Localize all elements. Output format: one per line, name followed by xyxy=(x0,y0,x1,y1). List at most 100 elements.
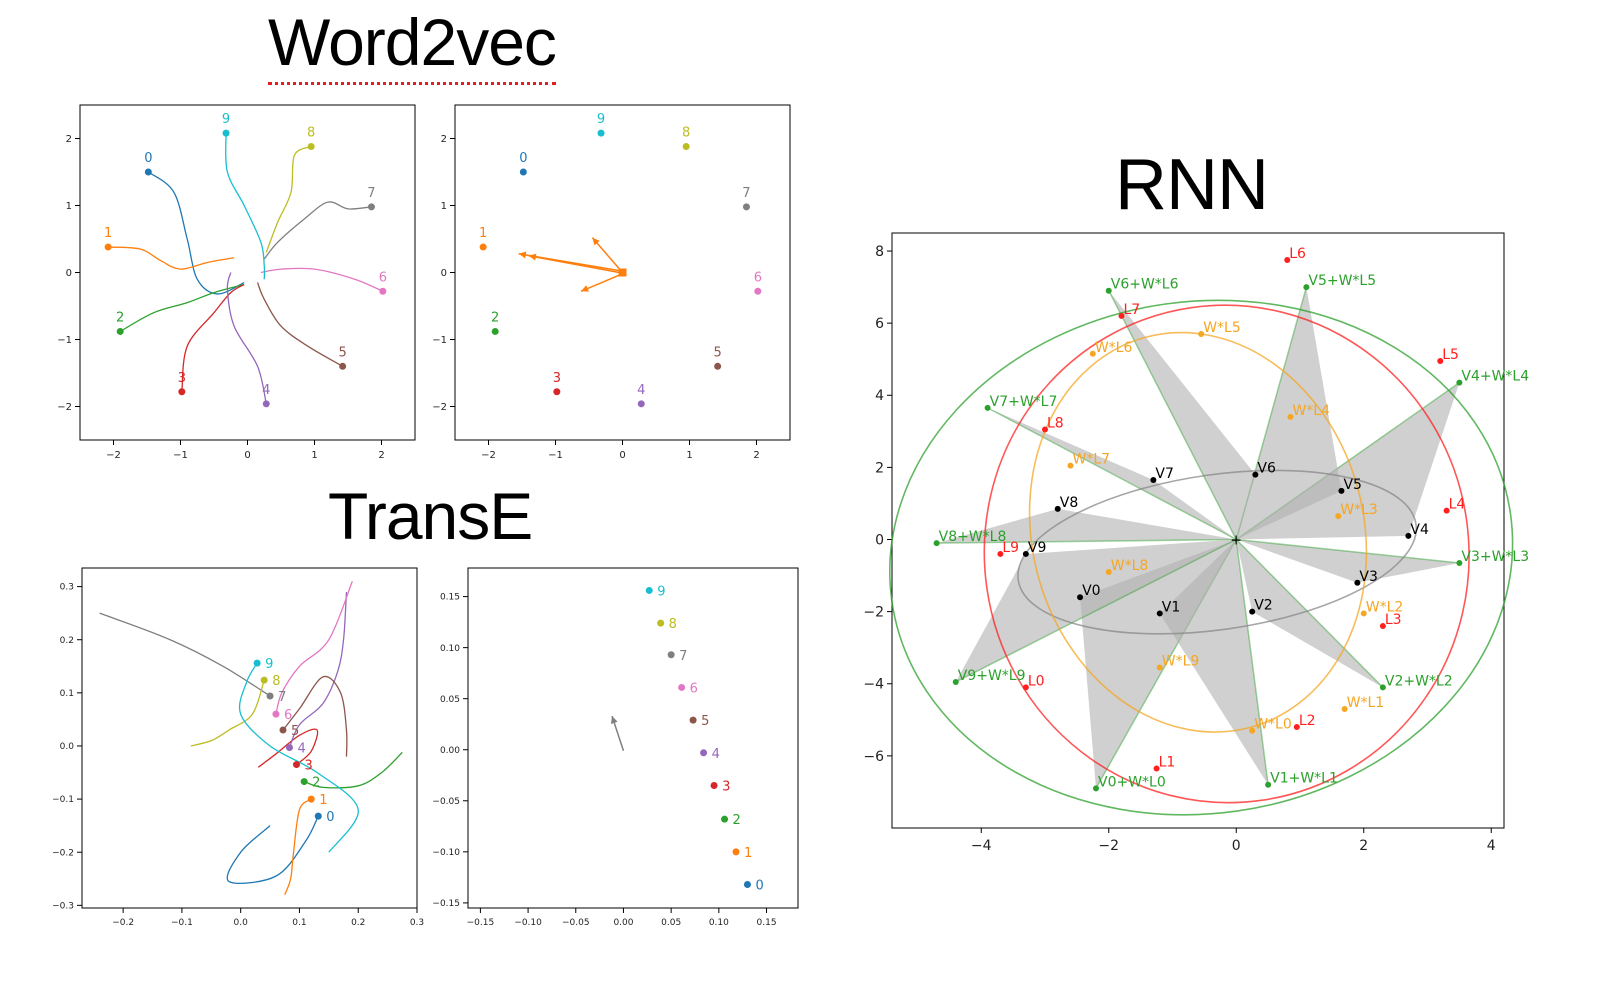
transe-arrows-chart: −0.15 −0.10 −0.05 0.00 0.05 0.10 0.15 −0.15 −0.1… xyxy=(432,567,799,928)
vwl-label-5: V5+W*L5 xyxy=(1308,273,1376,289)
point-label-7: 7 xyxy=(679,649,687,664)
point-0 xyxy=(743,881,751,889)
series-line-6 xyxy=(260,267,384,292)
vwl-point-4 xyxy=(1456,379,1463,386)
wl-label-8: W*L8 xyxy=(1111,558,1149,574)
arrow xyxy=(528,255,620,274)
vwl-label-9: V9+W*L9 xyxy=(958,668,1026,684)
plot-frame xyxy=(81,567,418,909)
y-tick-label: −0.05 xyxy=(432,797,460,807)
point-3 xyxy=(293,761,301,769)
wl-point-6 xyxy=(1089,350,1096,357)
word2vec-title: Word2vec xyxy=(268,2,557,85)
point-label-8: 8 xyxy=(272,674,280,689)
wl-point-3 xyxy=(1335,513,1342,520)
y-tick-label: 0.0 xyxy=(60,742,75,752)
v-point-8 xyxy=(1054,505,1061,512)
point-label-0: 0 xyxy=(755,879,763,894)
series-line-0 xyxy=(147,171,245,295)
point-label-7: 7 xyxy=(742,186,750,201)
point-label-9: 9 xyxy=(265,657,273,672)
l-point-9 xyxy=(997,550,1004,557)
point-5 xyxy=(279,726,287,734)
triangle-9 xyxy=(955,539,1237,682)
point-label-4: 4 xyxy=(637,383,645,398)
ellipse-black xyxy=(1017,469,1418,635)
ellipse-green xyxy=(889,299,1514,816)
v-point-9 xyxy=(1022,550,1029,557)
vwl-ray-9 xyxy=(955,538,1237,683)
triangle-6 xyxy=(1108,290,1256,540)
point-8 xyxy=(682,143,690,151)
vwl-point-9 xyxy=(952,678,959,685)
y-tick-label: 8 xyxy=(875,244,884,260)
point-label-1: 1 xyxy=(104,226,112,241)
series-line-6 xyxy=(275,581,353,715)
wl-label-5: W*L5 xyxy=(1203,320,1241,336)
l-point-1 xyxy=(1153,765,1160,772)
point-label-3: 3 xyxy=(553,371,561,386)
ellipse-red xyxy=(983,304,1470,804)
point-label-8: 8 xyxy=(682,126,690,141)
x-tick-label: 0.3 xyxy=(410,918,424,928)
word2vec-arrows-chart: −2 −1 0 1 2 −2 −1 0 1 2 0 1 2 3 4 5 6 7 8 9 xyxy=(432,104,791,461)
l-point-4 xyxy=(1443,507,1450,514)
vwl-point-7 xyxy=(984,404,991,411)
y-tick-label: −0.1 xyxy=(52,795,74,805)
x-tick-label: 0.2 xyxy=(351,918,365,928)
l-point-6 xyxy=(1284,257,1291,264)
point-label-3: 3 xyxy=(178,371,186,386)
x-tick-label: 2 xyxy=(1359,838,1368,854)
y-tick-label: −1 xyxy=(57,335,72,346)
point-8 xyxy=(260,676,268,684)
y-tick-label: −0.3 xyxy=(52,901,74,911)
vwl-ray-2 xyxy=(1235,538,1384,688)
y-tick-label: 0.3 xyxy=(60,583,74,593)
point-4 xyxy=(637,400,645,408)
transe-paths-chart: −0.2 −0.1 0.0 0.1 0.2 0.3 −0.3 −0.2 −0.1 0.0 0.1 0.… xyxy=(52,567,424,928)
point-4 xyxy=(700,749,708,757)
point-label-1: 1 xyxy=(319,793,327,808)
x-tick-label: 0 xyxy=(244,450,250,461)
y-tick-label: 0.05 xyxy=(440,695,460,705)
triangle-1 xyxy=(1159,539,1269,785)
point-label-6: 6 xyxy=(690,681,698,696)
wl-point-7 xyxy=(1067,462,1074,469)
v-point-0 xyxy=(1077,594,1084,601)
point-5 xyxy=(714,362,722,370)
arrow xyxy=(591,237,624,273)
x-tick-label: −0.1 xyxy=(171,918,193,928)
v-point-1 xyxy=(1156,610,1163,617)
x-tick-label: −2 xyxy=(1098,838,1119,854)
arrow xyxy=(580,273,623,292)
x-tick-label: −2 xyxy=(481,450,496,461)
arrow-head xyxy=(528,253,537,261)
point-label-5: 5 xyxy=(291,724,299,739)
point-9 xyxy=(597,129,605,137)
ellipse-orange xyxy=(1028,331,1368,733)
triangle-8 xyxy=(936,508,1237,544)
wl-label-6: W*L6 xyxy=(1095,340,1133,356)
vwl-point-0 xyxy=(1093,785,1099,792)
point-0 xyxy=(519,168,527,176)
y-tick-label: −1 xyxy=(432,335,447,346)
point-7 xyxy=(667,651,675,659)
x-tick-label: 0.10 xyxy=(709,918,729,928)
v-label-0: V0 xyxy=(1082,583,1100,599)
vwl-label-4: V4+W*L4 xyxy=(1461,369,1529,385)
v-point-4 xyxy=(1405,532,1412,539)
series-line-9 xyxy=(238,662,359,853)
series-line-7 xyxy=(99,612,271,697)
x-tick-label: 0.00 xyxy=(613,918,633,928)
point-label-1: 1 xyxy=(744,846,752,861)
vwl-point-1 xyxy=(1265,781,1272,788)
point-label-4: 4 xyxy=(262,383,270,398)
point-6 xyxy=(272,710,280,718)
point-6 xyxy=(678,683,686,691)
arrow-head xyxy=(610,716,618,724)
word2vec-paths-chart: −2 −1 0 1 2 −2 −1 0 1 2 0 1 2 3 4 5 6 7 8 9 xyxy=(57,104,416,461)
v-label-6: V6 xyxy=(1257,461,1276,477)
point-3 xyxy=(553,388,561,396)
triangle-3 xyxy=(1236,539,1460,583)
y-tick-label: 2 xyxy=(875,460,884,476)
